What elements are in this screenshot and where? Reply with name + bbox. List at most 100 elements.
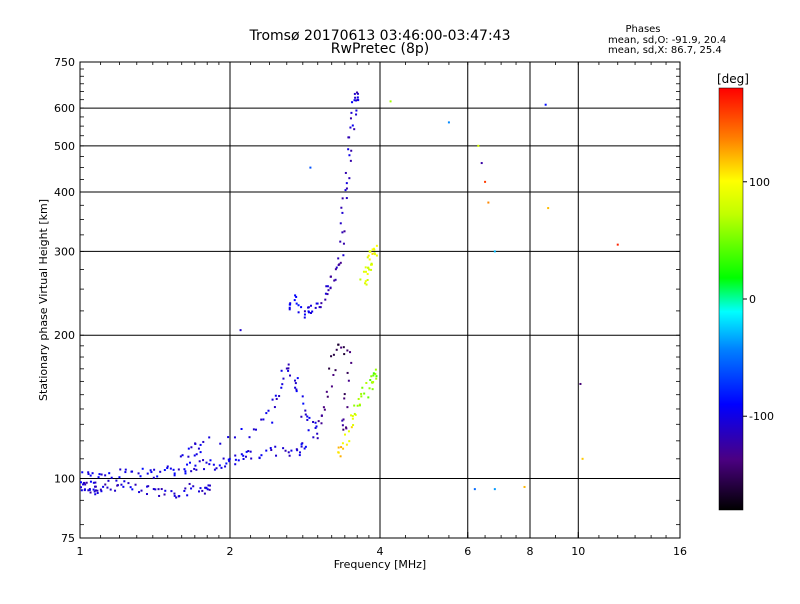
data-point	[297, 304, 300, 307]
data-point	[97, 476, 100, 479]
data-point	[294, 382, 297, 385]
data-point	[287, 369, 290, 372]
data-point	[307, 429, 310, 432]
colorbar-tick-label-0: 0	[749, 293, 756, 306]
data-point	[373, 248, 376, 251]
data-point	[154, 488, 157, 491]
data-point	[228, 457, 231, 460]
data-point	[193, 454, 196, 457]
data-point	[349, 159, 352, 162]
data-point	[247, 450, 250, 453]
data-point	[296, 377, 299, 380]
data-point	[342, 418, 345, 421]
data-point	[323, 408, 326, 411]
data-point	[307, 306, 310, 309]
data-point	[224, 465, 227, 468]
data-point	[347, 148, 350, 151]
data-point	[152, 476, 155, 479]
data-point	[163, 493, 166, 496]
data-point	[190, 487, 193, 490]
axis-ticks: 1 2 4 6 8 10 16 75 100 200 300 400 500 600 750	[54, 56, 687, 558]
data-point	[357, 397, 360, 400]
data-point	[80, 481, 83, 484]
data-point	[334, 278, 337, 281]
data-point	[96, 492, 99, 495]
data-point	[329, 275, 332, 278]
data-point	[158, 494, 161, 497]
data-point	[364, 270, 367, 273]
data-point	[234, 458, 237, 461]
data-point	[345, 427, 348, 430]
data-point	[347, 430, 350, 433]
data-point	[370, 268, 373, 271]
data-point	[244, 455, 247, 458]
data-point	[271, 398, 274, 401]
data-point	[303, 313, 306, 316]
data-point	[363, 392, 366, 395]
data-point	[480, 162, 483, 165]
chart-title: Tromsø 20170613 03:46:00-03:47:43	[249, 28, 511, 44]
data-point	[326, 285, 329, 288]
data-point	[347, 136, 350, 139]
data-point	[296, 449, 299, 452]
data-point	[366, 278, 369, 281]
data-point	[93, 490, 96, 493]
data-point	[544, 103, 547, 106]
data-point	[311, 310, 314, 313]
y-axis-label: Stationary phase Virtual Height [km]	[37, 199, 50, 401]
y-tick-label-100: 100	[54, 473, 75, 486]
data-point	[190, 470, 193, 473]
data-point	[198, 460, 201, 463]
data-point	[338, 263, 341, 266]
data-point	[107, 479, 110, 482]
data-point	[118, 476, 121, 479]
data-point	[92, 481, 95, 484]
data-point	[275, 397, 278, 400]
data-point	[153, 468, 156, 471]
colorbar-tick-label--100: -100	[749, 410, 774, 423]
data-point	[316, 432, 319, 435]
data-point	[342, 447, 345, 450]
data-point	[166, 467, 169, 470]
data-point	[94, 493, 97, 496]
series-5	[359, 244, 378, 286]
data-point	[288, 306, 291, 309]
data-point	[99, 488, 102, 491]
data-point	[194, 442, 197, 445]
data-point	[616, 243, 619, 246]
data-point	[365, 381, 368, 384]
data-point	[183, 489, 186, 492]
data-point	[274, 394, 277, 397]
data-point	[186, 463, 189, 466]
data-point	[371, 248, 374, 251]
y-tick-label-400: 400	[54, 186, 75, 199]
data-point	[351, 124, 354, 127]
data-point	[356, 92, 359, 95]
data-point	[358, 404, 361, 407]
data-point	[203, 492, 206, 495]
data-point	[579, 382, 582, 385]
data-point	[375, 244, 378, 247]
data-point	[123, 480, 126, 483]
data-point	[242, 454, 245, 457]
data-point	[366, 273, 369, 276]
data-point	[343, 353, 346, 356]
data-point	[129, 486, 132, 489]
data-point	[353, 404, 356, 407]
data-point	[312, 420, 315, 423]
data-point	[116, 484, 119, 487]
data-point	[198, 490, 201, 493]
data-point	[273, 406, 276, 409]
y-tick-label-200: 200	[54, 329, 75, 342]
x-axis-label: Frequency [MHz]	[334, 558, 426, 571]
data-point	[222, 457, 225, 460]
data-point	[342, 346, 345, 349]
data-point	[184, 487, 187, 490]
colorbar-label: [deg]	[717, 72, 749, 86]
data-point	[547, 207, 550, 210]
data-point	[318, 306, 321, 309]
data-point	[332, 373, 335, 376]
data-point	[346, 349, 349, 352]
data-point	[493, 488, 496, 491]
data-point	[375, 375, 378, 378]
